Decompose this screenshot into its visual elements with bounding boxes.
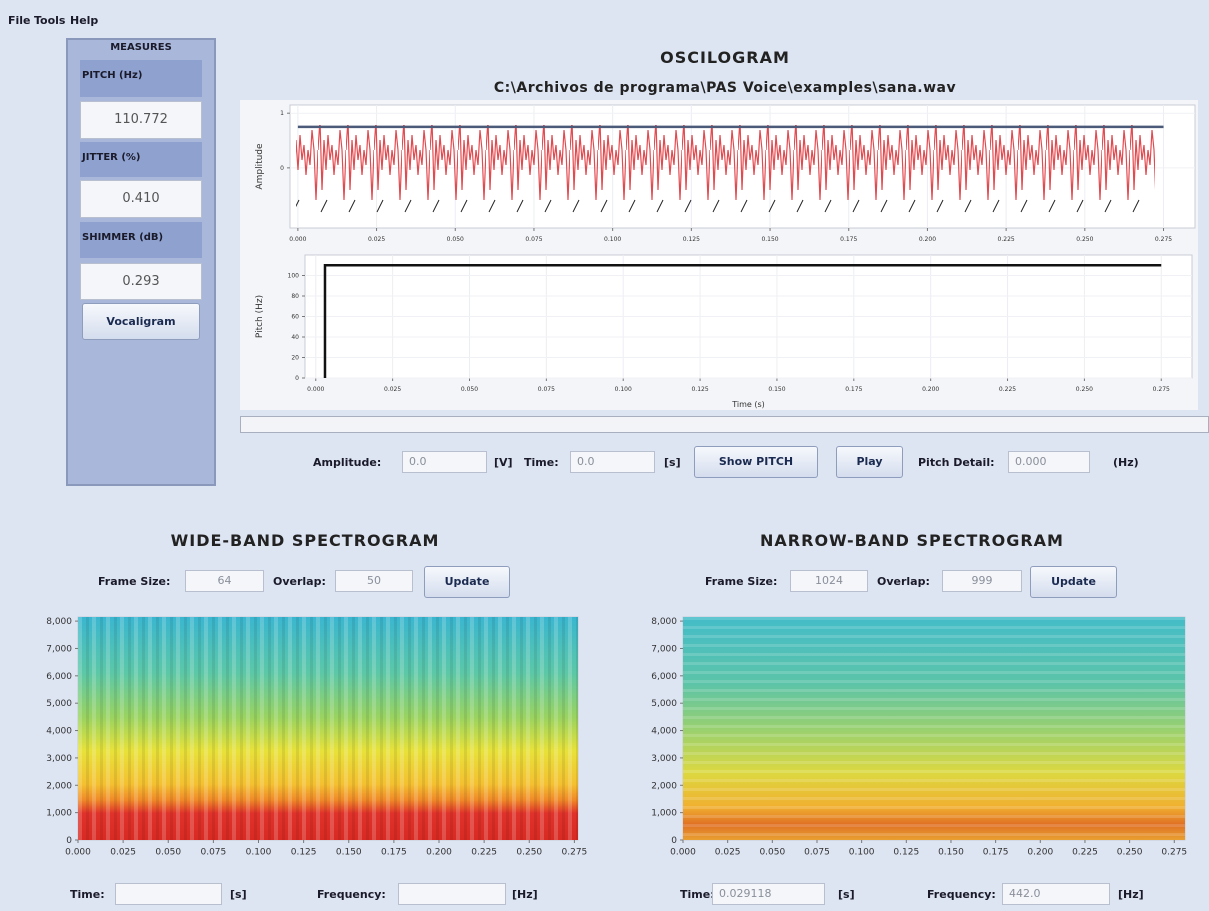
x-tick-label: 0.100 [604, 236, 621, 243]
y-tick-label: 3,000 [46, 754, 72, 764]
x-tick-label: 0.100 [849, 848, 875, 858]
x-tick-label: 0.000 [670, 848, 696, 858]
x-tick-label: 0.000 [65, 848, 91, 858]
x-tick-label: 0.025 [384, 386, 401, 393]
y-tick-label: 0 [671, 836, 677, 846]
y-tick-label: 40 [291, 334, 299, 341]
y-tick-label: 4,000 [46, 727, 72, 737]
y-tick-label: 100 [288, 273, 300, 280]
x-tick-label: 0.050 [447, 236, 464, 243]
x-tick-label: 0.250 [1076, 386, 1093, 393]
charts-layer: 0.000 0.025 0.050 0.075 0.100 0.125 0.150 0.175… [0, 0, 1209, 911]
x-tick-label: 0.225 [471, 848, 497, 858]
y-tick-label: 8,000 [651, 617, 677, 627]
y-tick-label: 1,000 [46, 809, 72, 819]
y-axis-label: Amplitude [255, 143, 265, 190]
x-tick-label: 0.175 [845, 386, 862, 393]
x-tick-label: 0.275 [562, 848, 588, 858]
y-tick-label: 7,000 [651, 644, 677, 654]
x-tick-label: 0.200 [922, 386, 939, 393]
x-tick-label: 0.175 [381, 848, 407, 858]
y-tick-label: 4,000 [651, 727, 677, 737]
x-tick-label: 0.275 [1161, 848, 1187, 858]
x-tick-label: 0.075 [525, 236, 542, 243]
spectrogram-texture [78, 617, 578, 840]
x-tick-label: 0.125 [691, 386, 708, 393]
y-tick-label: 1,000 [651, 809, 677, 819]
x-tick-label: 0.075 [200, 848, 226, 858]
x-tick-label: 0.125 [893, 848, 919, 858]
x-tick-label: 0.025 [715, 848, 741, 858]
x-tick-label: 0.050 [155, 848, 181, 858]
x-tick-label: 0.150 [761, 236, 778, 243]
app-window: File Tools Help MEASURES PITCH (Hz) 110.… [0, 0, 1209, 911]
y-tick-label: 5,000 [46, 699, 72, 709]
y-tick-label: 0 [295, 375, 299, 382]
x-tick-label: 0.125 [291, 848, 317, 858]
x-tick-label: 0.025 [368, 236, 385, 243]
x-tick-label: 0.075 [538, 386, 555, 393]
x-axis-label: Time (s) [731, 400, 765, 409]
y-tick-label: 1 [280, 110, 284, 117]
y-tick-label: 60 [291, 314, 299, 321]
x-tick-label: 0.250 [1117, 848, 1143, 858]
y-tick-label: 0 [66, 836, 72, 846]
x-tick-label: 0.050 [461, 386, 478, 393]
x-tick-label: 0.025 [110, 848, 136, 858]
x-tick-label: 0.100 [615, 386, 632, 393]
y-tick-label: 20 [291, 355, 299, 362]
x-tick-label: 0.200 [426, 848, 452, 858]
y-tick-label: 5,000 [651, 699, 677, 709]
y-tick-label: 0 [280, 165, 284, 172]
x-tick-label: 0.225 [1072, 848, 1098, 858]
x-tick-label: 0.050 [759, 848, 785, 858]
x-tick-label: 0.150 [336, 848, 362, 858]
spectrogram-texture [683, 617, 1185, 840]
x-tick-label: 0.125 [683, 236, 700, 243]
y-tick-label: 2,000 [46, 781, 72, 791]
x-tick-label: 0.175 [983, 848, 1009, 858]
x-tick-label: 0.175 [840, 236, 857, 243]
x-tick-label: 0.000 [289, 236, 306, 243]
x-tick-label: 0.200 [919, 236, 936, 243]
x-tick-label: 0.000 [307, 386, 324, 393]
x-tick-label: 0.250 [516, 848, 542, 858]
y-tick-label: 7,000 [46, 644, 72, 654]
x-tick-label: 0.225 [999, 386, 1016, 393]
waveform [296, 125, 1155, 228]
y-tick-label: 8,000 [46, 617, 72, 627]
y-axis-label: Pitch (Hz) [255, 295, 265, 338]
x-tick-label: 0.150 [938, 848, 964, 858]
y-tick-label: 6,000 [651, 672, 677, 682]
x-tick-label: 0.200 [1027, 848, 1053, 858]
y-tick-label: 3,000 [651, 754, 677, 764]
y-tick-label: 80 [291, 293, 299, 300]
x-tick-label: 0.100 [246, 848, 272, 858]
x-tick-label: 0.275 [1155, 236, 1172, 243]
x-tick-label: 0.075 [804, 848, 830, 858]
y-tick-label: 6,000 [46, 672, 72, 682]
x-tick-label: 0.275 [1153, 386, 1170, 393]
x-tick-label: 0.225 [998, 236, 1015, 243]
y-tick-label: 2,000 [651, 781, 677, 791]
x-tick-label: 0.250 [1076, 236, 1093, 243]
x-tick-label: 0.150 [768, 386, 785, 393]
